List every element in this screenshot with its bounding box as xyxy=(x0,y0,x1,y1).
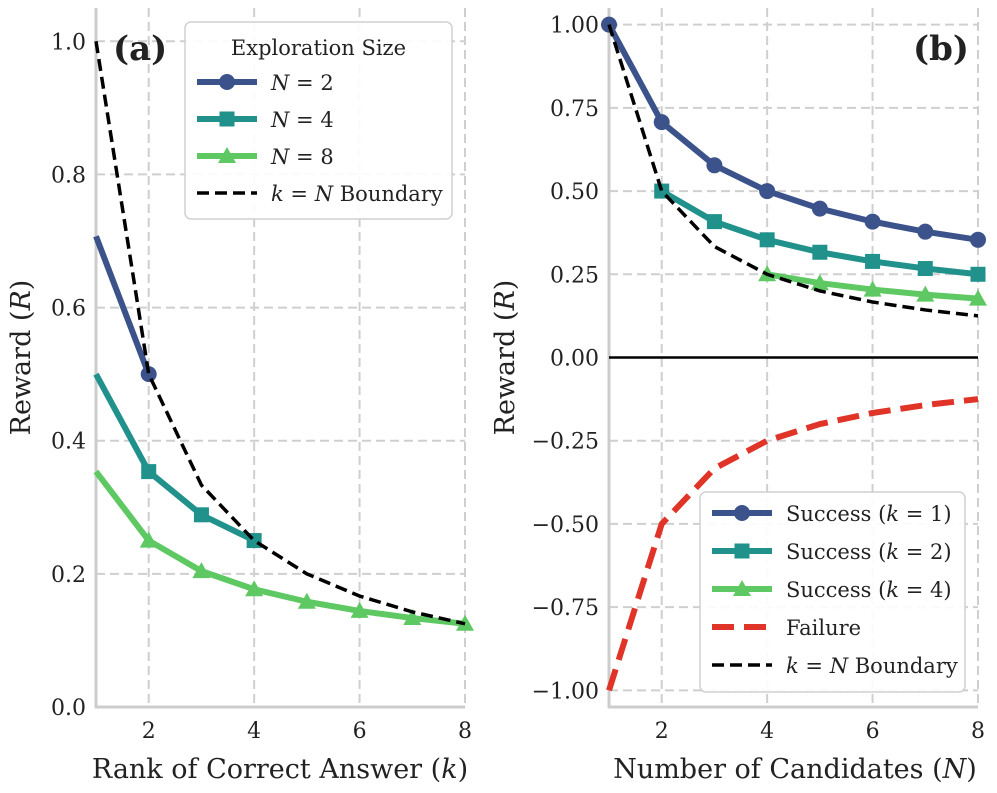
x-tick-label: 8 xyxy=(458,719,472,744)
data-point xyxy=(812,244,828,260)
data-point xyxy=(297,592,316,609)
panel-label: (a) xyxy=(113,29,167,69)
legend-label: Success (k = 4) xyxy=(786,578,952,602)
data-point xyxy=(759,183,776,200)
y-tick-label: 0.00 xyxy=(550,347,599,372)
series-line xyxy=(94,41,466,626)
legend-title: Exploration Size xyxy=(231,36,406,60)
legend-marker xyxy=(733,580,751,596)
y-tick-label: 0.25 xyxy=(550,263,599,288)
series-line xyxy=(606,23,979,243)
data-point xyxy=(863,280,882,297)
data-point xyxy=(811,200,828,217)
y-tick-label: 0.6 xyxy=(51,297,86,322)
legend-marker xyxy=(218,147,236,163)
series-line xyxy=(606,396,979,692)
data-point xyxy=(917,223,934,240)
y-tick-label: 1.0 xyxy=(51,30,86,55)
data-point xyxy=(141,464,157,480)
data-point xyxy=(653,114,670,131)
series-line xyxy=(93,372,256,544)
legend-marker xyxy=(219,111,235,127)
x-tick-label: 2 xyxy=(655,719,669,744)
data-point xyxy=(140,366,157,383)
y-tick-label: 0.4 xyxy=(51,430,86,455)
series-line xyxy=(93,235,152,376)
x-axis-label: Number of Candidates (N) xyxy=(613,754,977,785)
legend-label: Success (k = 2) xyxy=(786,540,952,564)
legend-box xyxy=(184,21,453,220)
legend-box xyxy=(699,491,966,693)
x-tick-label: 4 xyxy=(247,719,261,744)
data-point xyxy=(350,601,369,618)
y-tick-label: −0.25 xyxy=(532,430,599,455)
data-point xyxy=(139,531,158,548)
legend-label: N = 2 xyxy=(270,71,334,95)
data-point xyxy=(969,289,987,306)
y-tick-label: −0.50 xyxy=(532,513,599,538)
legend-label: N = 4 xyxy=(270,108,334,132)
legend: Success (k = 1) Success (k = 2) Success (k… xyxy=(699,491,966,693)
legend-label: Success (k = 1) xyxy=(786,502,952,526)
y-tick-label: 0.8 xyxy=(51,163,86,188)
legend-marker xyxy=(734,505,750,521)
data-point xyxy=(192,562,211,579)
x-tick-label: 2 xyxy=(142,719,156,744)
legend: Exploration Size N = 2 N = 4 N = 8 k = N Bou… xyxy=(184,21,453,220)
data-point xyxy=(403,609,422,626)
data-point xyxy=(193,507,209,523)
x-tick-label: 8 xyxy=(971,719,985,744)
x-axis-label: Rank of Correct Answer (k) xyxy=(92,754,468,785)
y-tick-label: 1.00 xyxy=(550,14,599,39)
legend-label: k = N Boundary xyxy=(271,182,443,206)
data-point xyxy=(706,214,722,230)
y-axis-label: Reward (R) xyxy=(490,280,521,436)
series-line xyxy=(607,24,979,318)
x-tick-label: 6 xyxy=(353,719,367,744)
data-point xyxy=(759,232,775,248)
y-tick-label: 0.50 xyxy=(550,180,599,205)
data-point xyxy=(245,580,264,597)
data-point xyxy=(654,183,670,199)
data-point xyxy=(970,266,986,282)
legend-marker xyxy=(734,543,750,559)
data-point xyxy=(917,261,933,277)
legend-marker xyxy=(219,74,235,90)
x-tick-label: 4 xyxy=(760,719,774,744)
data-point xyxy=(706,157,723,174)
chart-panel-a: 0.0 0.2 0.4 0.6 0.8 1.0 2 4 6 8 Rank of Correct An… xyxy=(6,8,474,785)
legend-label: N = 8 xyxy=(270,145,334,169)
chart-panel-b: −1.00 −0.75 −0.50 −0.25 0.00 0.25 0.50 0.75 1.00… xyxy=(490,8,987,785)
data-point xyxy=(864,213,881,230)
y-tick-label: 0.0 xyxy=(51,696,86,721)
y-tick-label: −1.00 xyxy=(532,679,599,704)
panel-label: (b) xyxy=(913,29,969,69)
data-point xyxy=(865,253,881,269)
y-tick-label: 0.75 xyxy=(550,97,599,122)
y-tick-label: −0.75 xyxy=(532,596,599,621)
y-tick-label: 0.2 xyxy=(51,563,86,588)
y-axis-label: Reward (R) xyxy=(6,280,37,436)
legend-label: Failure xyxy=(786,616,861,640)
legend-label: k = N Boundary xyxy=(786,654,958,678)
series-line xyxy=(93,469,466,627)
x-tick-label: 6 xyxy=(866,719,880,744)
data-point xyxy=(810,274,829,291)
data-point xyxy=(970,231,986,248)
data-point xyxy=(916,285,935,302)
